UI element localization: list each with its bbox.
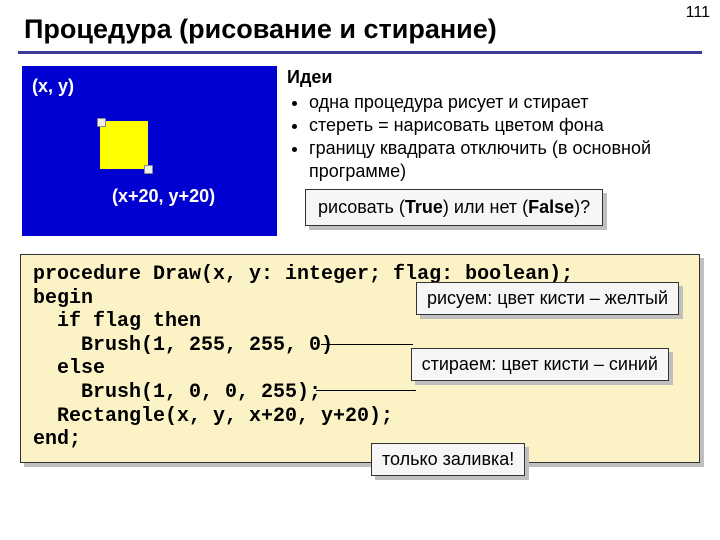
page-number: 111 bbox=[686, 4, 710, 22]
code-line: Brush(1, 0, 0, 255); bbox=[33, 381, 321, 404]
page-title: Процедура (рисование и стирание) bbox=[0, 0, 720, 51]
yellow-square bbox=[100, 121, 148, 169]
ideas-bullet: одна процедура рисует и стирает bbox=[309, 91, 698, 114]
code-line: begin bbox=[33, 287, 93, 310]
coord-label-bottom-right: (x+20, y+20) bbox=[112, 186, 215, 207]
ideas-block: Идеи одна процедура рисует и стирает сте… bbox=[287, 66, 698, 236]
ideas-list: одна процедура рисует и стирает стереть … bbox=[287, 91, 698, 183]
anchor-tl-icon bbox=[97, 118, 106, 127]
callout-fill: только заливка! bbox=[371, 443, 525, 476]
flag-callout-false: False bbox=[528, 197, 574, 217]
flag-callout: рисовать (True) или нет (False)? bbox=[305, 189, 603, 226]
slide: 111 Процедура (рисование и стирание) (x,… bbox=[0, 0, 720, 540]
code-line: if flag then bbox=[33, 310, 201, 333]
flag-callout-wrap: рисовать (True) или нет (False)? bbox=[305, 189, 698, 226]
leader-line-yellow bbox=[321, 344, 413, 345]
flag-callout-suffix: )? bbox=[574, 197, 590, 217]
code-line: end; bbox=[33, 428, 81, 451]
coord-label-top-left: (x, y) bbox=[32, 76, 74, 97]
code-line: Rectangle(x, y, x+20, y+20); bbox=[33, 405, 393, 428]
anchor-br-icon bbox=[144, 165, 153, 174]
callout-yellow: рисуем: цвет кисти – желтый bbox=[416, 282, 679, 315]
code-line: else bbox=[33, 357, 105, 380]
code-panel: procedure Draw(x, y: integer; flag: bool… bbox=[20, 254, 700, 463]
ideas-bullet: границу квадрата отключить (в основной п… bbox=[309, 137, 698, 183]
ideas-heading: Идеи bbox=[287, 66, 698, 89]
ideas-bullet: стереть = нарисовать цветом фона bbox=[309, 114, 698, 137]
callout-blue: стираем: цвет кисти – синий bbox=[411, 348, 669, 381]
diagram-panel: (x, y) (x+20, y+20) bbox=[22, 66, 277, 236]
flag-callout-true: True bbox=[405, 197, 443, 217]
code-line: Brush(1, 255, 255, 0) bbox=[33, 334, 333, 357]
flag-callout-mid: ) или нет ( bbox=[443, 197, 528, 217]
leader-line-blue bbox=[316, 390, 416, 391]
upper-row: (x, y) (x+20, y+20) Идеи одна процедура … bbox=[0, 54, 720, 236]
flag-callout-prefix: рисовать ( bbox=[318, 197, 405, 217]
